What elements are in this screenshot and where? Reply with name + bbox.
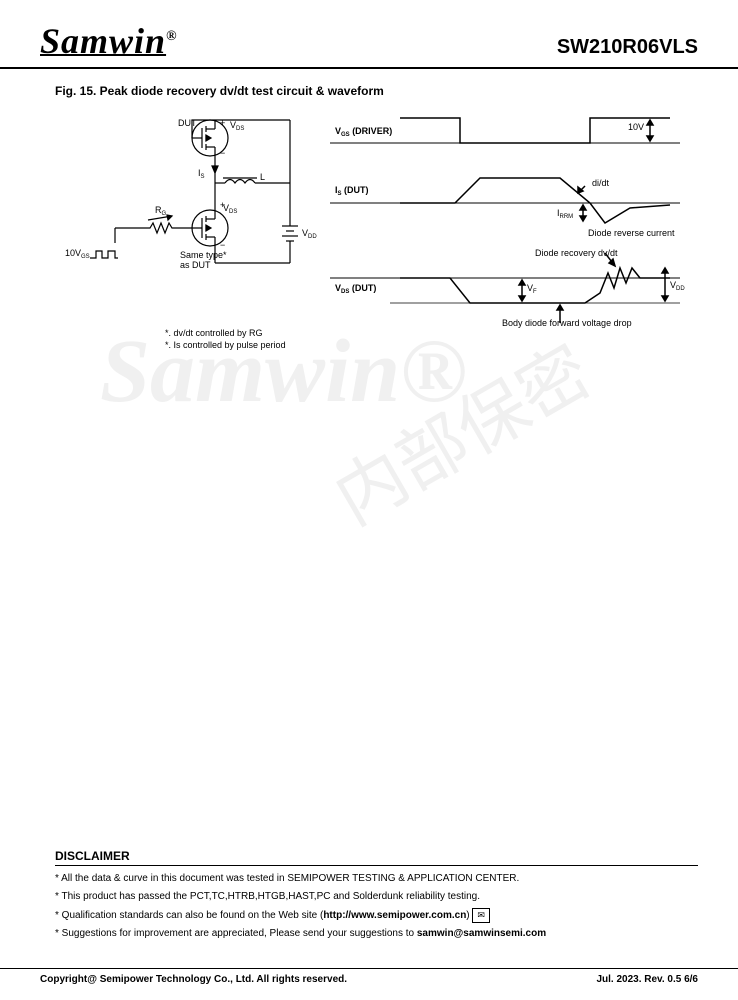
figure-title: Fig. 15. Peak diode recovery dv/dt test … (0, 69, 738, 108)
same-type-label: Same type* (180, 250, 227, 260)
didt-label: di/dt (592, 178, 610, 188)
disclaimer-line-2: * This product has passed the PCT,TC,HTR… (55, 890, 698, 904)
rg-label: RG (155, 205, 167, 217)
logo-text: Samwin (40, 21, 166, 61)
waveform-diagram: VGS (DRIVER) 10V IS (DUT) di/dt IRRM Dio… (330, 108, 690, 338)
svg-text:−: − (220, 148, 225, 158)
disclaimer-title: DISCLAIMER (55, 849, 698, 866)
page-footer: Copyright@ Semipower Technology Co., Ltd… (0, 968, 738, 985)
ten-v-label: 10V (628, 122, 644, 132)
vgs-driver-label: VGS (DRIVER) (335, 126, 392, 138)
note-1: *. dv/dt controlled by RG (165, 328, 286, 340)
svg-text:−: − (220, 240, 225, 250)
vdd-wave-label: VDD (670, 280, 685, 292)
circuit-notes: *. dv/dt controlled by RG *. Is controll… (165, 328, 286, 351)
l-label: L (260, 172, 265, 182)
copyright-text: Copyright@ Semipower Technology Co., Ltd… (40, 974, 347, 985)
dut-label: DUT (178, 118, 197, 128)
diode-rev-label: Diode reverse current (588, 228, 675, 238)
is-label: IS (198, 168, 205, 180)
is-dut-label: IS (DUT) (335, 185, 369, 197)
vds-dut-label: VDS (DUT) (335, 283, 376, 295)
as-dut-label: as DUT (180, 260, 211, 270)
svg-text:+: + (220, 118, 225, 128)
logo-registered: ® (166, 29, 177, 44)
mail-icon: ✉ (472, 908, 490, 923)
brand-logo: Samwin® (40, 20, 178, 62)
line4-email: samwin@samwinsemi.com (417, 928, 546, 939)
disclaimer-line-3: * Qualification standards can also be fo… (55, 908, 698, 923)
vf-label: VF (527, 283, 537, 295)
line3-pre: * Qualification standards can also be fo… (55, 910, 323, 921)
disclaimer-section: DISCLAIMER * All the data & curve in thi… (55, 849, 698, 945)
disclaimer-line-4: * Suggestions for improvement are apprec… (55, 927, 698, 941)
line4-pre: * Suggestions for improvement are apprec… (55, 928, 417, 939)
diode-recovery-label: Diode recovery dv/dt (535, 248, 618, 258)
part-number: SW210R06VLS (557, 36, 698, 59)
irrm-label: IRRM (557, 208, 573, 220)
disclaimer-line-1: * All the data & curve in this document … (55, 872, 698, 886)
page-header: Samwin® SW210R06VLS (0, 0, 738, 69)
line3-post: ) (466, 910, 469, 921)
diagram-area: + − + (40, 108, 698, 368)
pulse-label: 10VGS (65, 248, 90, 260)
vdd-label: VDD (302, 228, 317, 240)
body-diode-label: Body diode forward voltage drop (502, 318, 632, 328)
vds-top-label: VDS (230, 120, 244, 132)
vds-bot-label: VDS (223, 203, 237, 215)
note-2: *. Is controlled by pulse period (165, 340, 286, 352)
line3-url: http://www.semipower.com.cn (323, 910, 466, 921)
revision-text: Jul. 2023. Rev. 0.5 6/6 (596, 974, 698, 985)
circuit-schematic: + − + (60, 108, 330, 328)
